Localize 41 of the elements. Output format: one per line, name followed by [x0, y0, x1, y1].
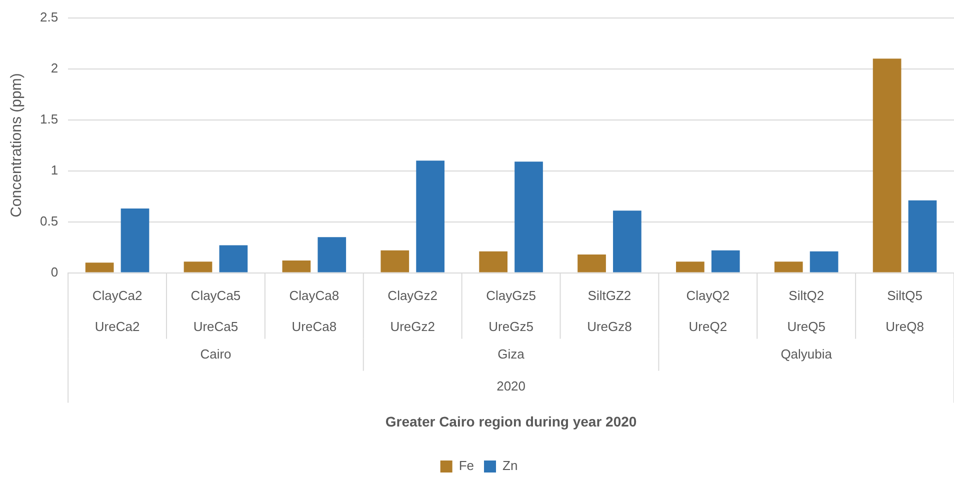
bar [120, 208, 150, 272]
bar [184, 262, 212, 272]
category-label: SiltQ2 UreQ5 [787, 288, 826, 334]
bar [318, 237, 346, 272]
category-label: ClayCa2 UreCa2 [92, 288, 142, 334]
bar [85, 262, 114, 272]
y-tick-label: 0 [50, 264, 58, 280]
bar [908, 200, 937, 272]
text: 2020 [496, 378, 526, 394]
bar [219, 245, 248, 272]
category-label: ClayCa8 UreCa8 [289, 288, 340, 334]
text: Qalyubia [780, 346, 833, 362]
category-label: ClayGz5 UreGz5 [486, 288, 536, 334]
y-axis-title: Concentrations (ppm) [8, 73, 26, 218]
bar [416, 160, 444, 272]
y-tick-label: 1 [50, 162, 58, 178]
bar [810, 251, 838, 272]
y-tick-label: 2 [50, 60, 58, 76]
category-label: ClayCa5 UreCa5 [190, 288, 241, 334]
bar [613, 210, 642, 272]
bar [282, 260, 311, 272]
y-tick-label: 1.5 [40, 111, 58, 126]
text: Giza [498, 346, 526, 362]
bar [380, 250, 410, 272]
category-label: SiltGZ2 UreGz8 [587, 288, 632, 334]
bar [872, 58, 902, 272]
text: Cairo [200, 346, 232, 362]
bar [578, 254, 606, 272]
category-label: SiltQ5 UreQ8 [886, 288, 924, 334]
category-label: ClayGz2 UreGz2 [388, 288, 438, 334]
legend-label: Fe [458, 458, 474, 474]
category-label: ClayQ2 UreQ2 [686, 288, 730, 334]
legend-label: Zn [502, 458, 518, 474]
y-tick-label: 0.5 [40, 213, 58, 228]
bar [676, 262, 704, 272]
y-tick-label: 2.5 [40, 9, 58, 24]
bar [711, 250, 740, 272]
bar [479, 251, 508, 272]
bar [774, 262, 803, 272]
text: Greater Cairo region during year 2020 [385, 414, 637, 430]
bar [514, 162, 543, 272]
